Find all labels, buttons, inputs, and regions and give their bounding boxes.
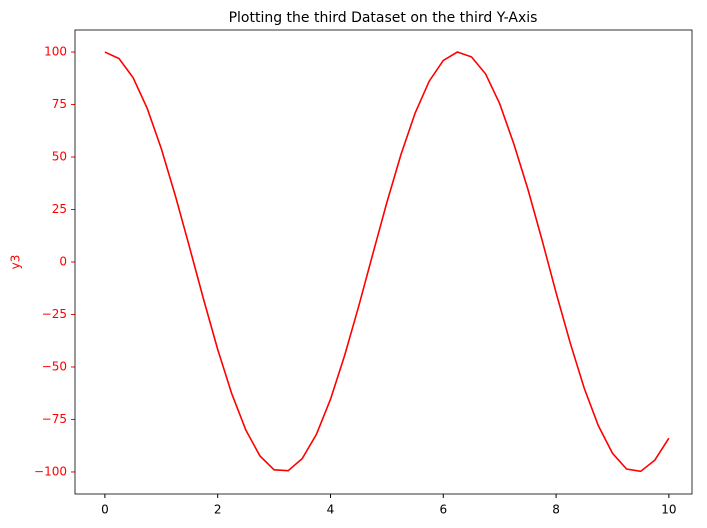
line <box>104 51 670 473</box>
x-tick-label: 0 <box>101 503 109 517</box>
x-tick-label: 6 <box>439 503 447 517</box>
x-tick-label: 2 <box>214 503 222 517</box>
y-tick-label: 0 <box>59 255 67 269</box>
y-tick-label: 25 <box>52 202 67 216</box>
x-tick-label: 10 <box>661 503 676 517</box>
y-tick-label: −50 <box>42 359 67 373</box>
y-tick-label: −25 <box>42 307 67 321</box>
chart-title: Plotting the third Dataset on the third … <box>229 10 538 26</box>
y-tick-label: 100 <box>44 45 67 59</box>
y-tick-label: −100 <box>34 464 67 478</box>
x-tick-label: 8 <box>552 503 560 517</box>
x-tick-label: 4 <box>327 503 335 517</box>
plot-frame <box>74 29 693 495</box>
y-tick-label: −75 <box>42 412 67 426</box>
y-tick-label: 75 <box>52 97 67 111</box>
y-tick-label: 50 <box>52 150 67 164</box>
y-axis-label: y3 <box>9 255 23 270</box>
